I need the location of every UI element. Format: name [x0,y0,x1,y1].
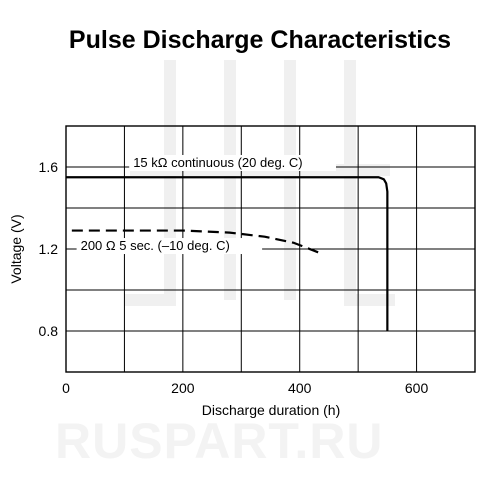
series-group [66,176,389,331]
x-tick-label-0: 0 [62,380,70,396]
y-tick-label-1: 1.2 [39,241,59,257]
plot-frame [65,125,476,373]
tick-labels: 0 200 400 600 0.8 1.2 1.6 [39,159,429,396]
series-label-bg-0 [129,155,336,171]
x-tick-label-2: 400 [288,380,312,396]
watermark-text: RUSPART.RU [55,413,384,469]
x-tick-label-1: 200 [171,380,195,396]
series-labels: 15 kΩ continuous (20 deg. C) 200 Ω 5 sec.… [76,155,336,255]
series-line-1 [71,229,321,255]
series-label-1: 200 Ω 5 sec. (–10 deg. C) [81,238,230,253]
series-line-0 [66,176,389,331]
x-tick-label-3: 600 [405,380,429,396]
y-axis-label: Voltage (V) [8,214,24,284]
x-axis-label: Discharge duration (h) [201,402,341,418]
series-label-bg-1 [76,238,263,255]
series-label-0: 15 kΩ continuous (20 deg. C) [133,155,302,170]
chart-title: Pulse Discharge Characteristics [68,26,452,54]
y-tick-label-0: 0.8 [39,323,59,339]
watermark-logo [125,60,395,306]
y-tick-label-2: 1.6 [39,159,59,175]
